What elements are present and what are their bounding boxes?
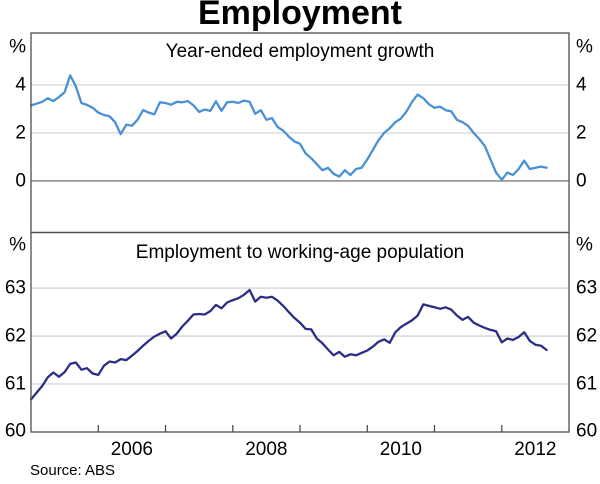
panel-1-unit-left: %: [9, 36, 26, 58]
y-axis-label-right: 61: [576, 373, 598, 395]
y-axis-label-left: 61: [4, 373, 26, 395]
panel-2-title: Employment to working-age population: [135, 242, 465, 263]
chart-title: Employment: [197, 0, 403, 32]
x-axis-label: 2010: [379, 439, 423, 460]
y-axis-label-right: 0: [576, 170, 587, 192]
y-axis-label-right: 63: [576, 277, 598, 299]
panel-2-frame: [30, 231, 570, 433]
y-axis-label-right: 4: [576, 74, 587, 96]
source-note: Source: ABS: [30, 462, 116, 479]
x-axis-label: 2006: [110, 439, 154, 460]
y-axis-label-left: 0: [15, 170, 26, 192]
y-axis-label-left: 62: [4, 325, 26, 347]
y-axis-label-right: 2: [576, 122, 587, 144]
y-axis-label-left: 4: [15, 74, 26, 96]
panel-1-title: Year-ended employment growth: [165, 41, 435, 62]
y-axis-label-right: 60: [576, 420, 598, 442]
series-line-panel-1: [29, 74, 548, 181]
panel-1-unit-right: %: [576, 36, 593, 58]
panel-2-unit-left: %: [9, 234, 26, 256]
panel-2-unit-right: %: [576, 234, 593, 256]
y-axis-label-left: 2: [15, 122, 26, 144]
series-line-panel-2: [29, 288, 548, 401]
x-axis-label: 2008: [245, 439, 288, 460]
y-axis-label-right: 62: [576, 325, 598, 347]
y-axis-label-left: 60: [4, 420, 26, 442]
y-axis-label-left: 63: [4, 277, 26, 299]
x-axis-label: 2012: [514, 439, 557, 460]
